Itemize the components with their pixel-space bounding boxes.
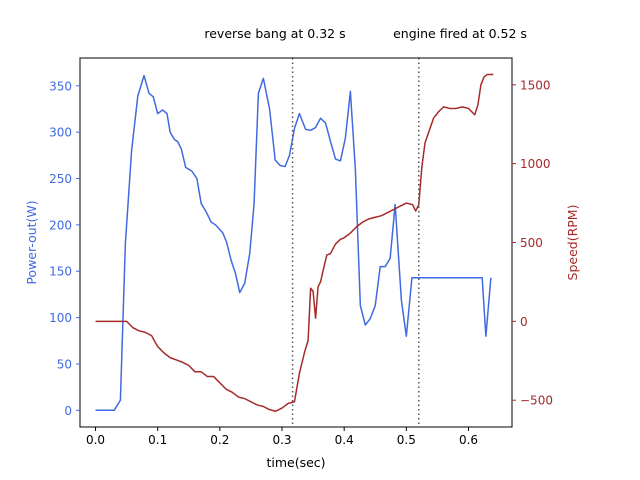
y-left-tick-label: 50 (57, 357, 72, 371)
x-tick-label: 0.2 (210, 433, 229, 447)
x-tick-label: 0.5 (397, 433, 416, 447)
annotation-label-2: engine fired at 0.52 s (393, 26, 527, 41)
y-left-tick-label: 200 (49, 218, 72, 232)
y-right-tick-label: 500 (520, 236, 543, 250)
annotation-layer: reverse bang at 0.32 s engine fired at 0.… (204, 26, 527, 427)
y-right-tick-label: 1500 (520, 78, 551, 92)
y-right-axis-label: Speed(RPM) (565, 205, 580, 281)
x-axis-label: time(sec) (266, 455, 325, 470)
x-tick-label: 0.4 (335, 433, 354, 447)
x-tick-label: 0.1 (148, 433, 167, 447)
y-left-tick-label: 300 (49, 126, 72, 140)
y-right-tick-label: 0 (520, 315, 528, 329)
plot-frame (79, 57, 513, 428)
series-line-left (95, 74, 492, 412)
y-left-axis-label: Power-out(W) (24, 200, 39, 284)
y-left-tick-label: 0 (64, 404, 72, 418)
x-tick-label: 0.6 (459, 433, 478, 447)
y-left-tick-label: 150 (49, 265, 72, 279)
y-right-tick-label: −500 (520, 394, 553, 408)
y-left-tick-label: 250 (49, 172, 72, 186)
y-left-tick-label: 100 (49, 311, 72, 325)
annotation-label-1: reverse bang at 0.32 s (204, 26, 345, 41)
x-tick-label: 0.3 (272, 433, 291, 447)
y-left-tick-label: 350 (49, 79, 72, 93)
axes-layer: 0.0 0.1 0.2 0.3 0.4 0.5 0.6 time(sec) 0 50 100 150 2… (24, 57, 580, 470)
y-right-tick-label: 1000 (520, 157, 551, 171)
series-layer (95, 73, 494, 412)
series-line-right (95, 73, 494, 412)
x-tick-label: 0.0 (86, 433, 105, 447)
